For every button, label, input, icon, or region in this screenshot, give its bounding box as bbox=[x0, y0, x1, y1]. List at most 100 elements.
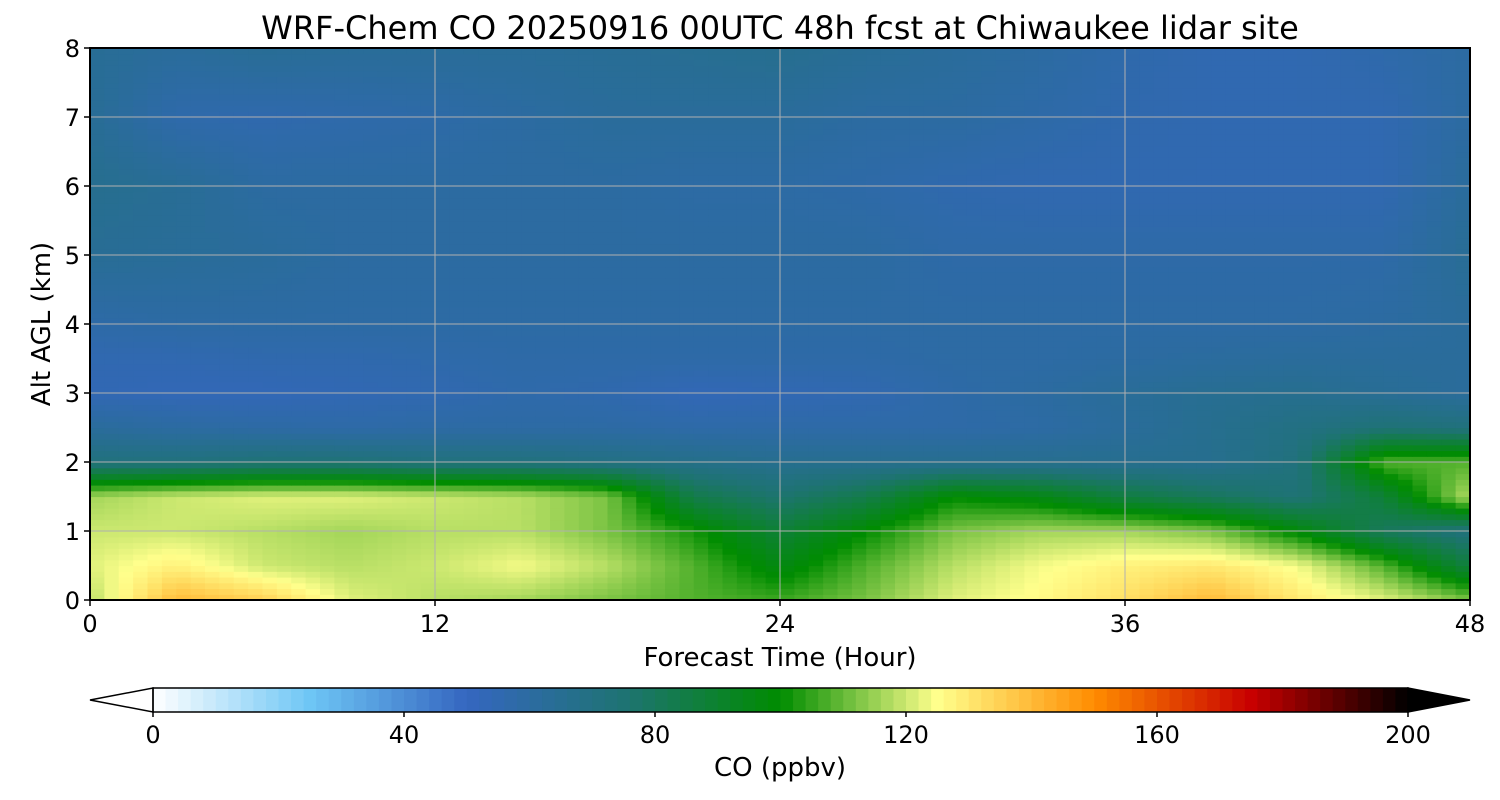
heatmap-cell bbox=[190, 393, 206, 400]
heatmap-cell bbox=[420, 427, 436, 434]
heatmap-cell bbox=[248, 462, 264, 469]
heatmap-cell bbox=[1225, 439, 1241, 446]
heatmap-cell bbox=[1196, 416, 1212, 423]
heatmap-cell bbox=[147, 393, 163, 400]
heatmap-cell bbox=[1010, 404, 1025, 411]
heatmap-cell bbox=[262, 565, 278, 572]
heatmap-cell bbox=[722, 542, 738, 549]
heatmap-cell bbox=[1139, 531, 1155, 538]
heatmap-cell bbox=[923, 381, 939, 388]
heatmap-cell bbox=[866, 519, 882, 526]
heatmap-cell bbox=[420, 456, 436, 463]
heatmap-cell bbox=[406, 335, 422, 342]
heatmap-cell bbox=[147, 490, 163, 498]
heatmap-cell bbox=[1369, 479, 1385, 486]
heatmap-cell bbox=[578, 427, 594, 434]
heatmap-cell bbox=[1225, 565, 1241, 572]
heatmap-cell bbox=[607, 554, 623, 561]
heatmap-cell bbox=[1081, 375, 1097, 383]
heatmap-cell bbox=[1369, 358, 1385, 365]
heatmap-cell bbox=[176, 433, 192, 440]
heatmap-cell bbox=[1053, 352, 1069, 360]
heatmap-cell bbox=[478, 427, 494, 434]
heatmap-cell bbox=[248, 364, 264, 371]
heatmap-cell bbox=[463, 536, 479, 544]
heatmap-cell bbox=[909, 531, 925, 538]
heatmap-cell bbox=[823, 559, 839, 567]
heatmap-cell bbox=[391, 467, 407, 475]
heatmap-cell bbox=[1426, 433, 1442, 440]
heatmap-cell bbox=[1283, 312, 1299, 319]
heatmap-cell bbox=[1426, 496, 1442, 503]
heatmap-cell bbox=[161, 467, 177, 475]
heatmap-cell bbox=[377, 490, 393, 498]
heatmap-cell bbox=[463, 324, 479, 331]
heatmap-cell bbox=[363, 416, 379, 423]
heatmap-cell bbox=[363, 347, 379, 354]
heatmap-cell bbox=[535, 312, 551, 319]
heatmap-cell bbox=[1053, 594, 1069, 601]
heatmap-cell bbox=[736, 421, 752, 429]
heatmap-cell bbox=[1110, 490, 1126, 498]
heatmap-cell bbox=[1412, 375, 1428, 383]
heatmap-cell bbox=[938, 490, 954, 498]
heatmap-cell bbox=[722, 341, 738, 348]
heatmap-cell bbox=[1340, 577, 1356, 584]
heatmap-cell bbox=[952, 375, 968, 383]
heatmap-cell bbox=[736, 473, 752, 480]
heatmap-cell bbox=[693, 444, 709, 452]
heatmap-cell bbox=[463, 554, 479, 561]
heatmap-cell bbox=[794, 588, 810, 595]
heatmap-cell bbox=[305, 404, 321, 411]
heatmap-cell bbox=[679, 508, 695, 515]
heatmap-cell bbox=[1153, 508, 1169, 515]
heatmap-cell bbox=[363, 565, 379, 572]
heatmap-cell bbox=[1038, 381, 1054, 388]
heatmap-cell bbox=[1024, 542, 1040, 549]
heatmap-cell bbox=[377, 398, 393, 406]
heatmap-cell bbox=[952, 473, 968, 480]
heatmap-cell bbox=[621, 381, 637, 388]
heatmap-cell bbox=[435, 301, 450, 308]
heatmap-cell bbox=[205, 565, 220, 572]
heatmap-cell bbox=[478, 398, 494, 406]
heatmap-cell bbox=[161, 387, 177, 394]
heatmap-cell bbox=[780, 439, 795, 446]
heatmap-cell bbox=[981, 525, 997, 532]
heatmap-cell bbox=[90, 364, 105, 371]
heatmap-cell bbox=[90, 433, 105, 440]
heatmap-cell bbox=[1024, 393, 1040, 400]
heatmap-cell bbox=[1110, 387, 1126, 394]
heatmap-cell bbox=[291, 433, 307, 440]
heatmap-cell bbox=[176, 347, 192, 354]
heatmap-cell bbox=[1096, 364, 1112, 371]
heatmap-cell bbox=[262, 554, 278, 561]
heatmap-cell bbox=[262, 387, 278, 394]
heatmap-cell bbox=[334, 375, 350, 383]
heatmap-cell bbox=[190, 318, 206, 325]
heatmap-cell bbox=[650, 502, 666, 509]
heatmap-cell bbox=[837, 536, 853, 544]
heatmap-cell bbox=[952, 433, 968, 440]
heatmap-cell bbox=[1168, 329, 1184, 337]
heatmap-cell bbox=[736, 301, 752, 308]
heatmap-cell bbox=[966, 416, 982, 423]
heatmap-cell bbox=[808, 410, 824, 417]
heatmap-cell bbox=[262, 444, 278, 452]
heatmap-cell bbox=[1038, 364, 1054, 371]
heatmap-cell bbox=[650, 370, 666, 377]
heatmap-cell bbox=[1340, 427, 1356, 434]
heatmap-cell bbox=[463, 387, 479, 394]
heatmap-cell bbox=[420, 335, 436, 342]
heatmap-cell bbox=[895, 490, 910, 498]
heatmap-cell bbox=[391, 393, 407, 400]
heatmap-cell bbox=[1096, 301, 1112, 308]
heatmap-cell bbox=[1383, 416, 1399, 423]
heatmap-cell bbox=[679, 444, 695, 452]
heatmap-cell bbox=[305, 502, 321, 509]
heatmap-cell bbox=[1096, 479, 1112, 486]
heatmap-cell bbox=[621, 375, 637, 383]
heatmap-cell bbox=[248, 548, 264, 555]
heatmap-cell bbox=[736, 306, 752, 314]
heatmap-cell bbox=[1168, 324, 1184, 331]
